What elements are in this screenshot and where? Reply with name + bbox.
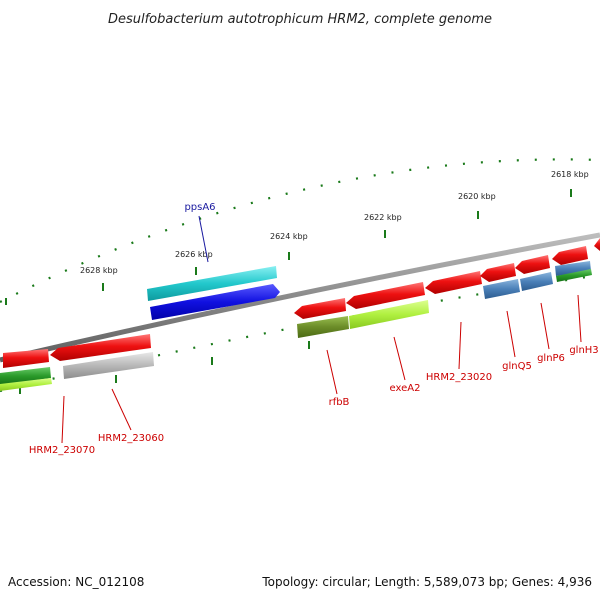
reverse-genes	[3, 238, 600, 368]
leader-rfbB	[326, 349, 338, 395]
gene-label-glnH3[interactable]: glnH3	[569, 345, 598, 356]
gene-HRM2_23070[interactable]	[3, 349, 49, 368]
gene-glnH3-red[interactable]	[552, 246, 588, 265]
gene-ppsA6[interactable]	[147, 266, 277, 301]
gene-label-HRM2_23060[interactable]: HRM2_23060	[98, 433, 164, 444]
leader-glnP6	[540, 302, 550, 350]
accession-text: Accession: NC_012108	[8, 575, 144, 589]
page-title: Desulfobacterium autotrophicum HRM2, com…	[108, 12, 492, 27]
gene-rfbB[interactable]	[297, 316, 349, 338]
leader-glnQ5	[506, 310, 516, 358]
gene-label-HRM2_23070[interactable]: HRM2_23070	[29, 445, 95, 456]
leader-HRM2_23060	[111, 388, 132, 431]
ruler-label: 2622 kbp	[364, 213, 402, 222]
gene-exeA2-red[interactable]	[346, 282, 425, 309]
gene-label-ppsA6[interactable]: ppsA6	[184, 202, 215, 213]
gene-label-HRM2_23020[interactable]: HRM2_23020	[426, 372, 492, 383]
leader-HRM2_23070	[61, 395, 65, 444]
outer-ruler	[0, 158, 600, 305]
ruler-label: 2626 kbp	[175, 250, 213, 259]
gene-glnQ5-red[interactable]	[480, 263, 516, 282]
gene-lime-left[interactable]	[0, 378, 52, 391]
gene-glnP6-red[interactable]	[515, 255, 550, 274]
leader-exeA2	[393, 336, 406, 381]
gene-blue-forward[interactable]	[150, 284, 280, 320]
inner-genes	[0, 261, 592, 391]
gene-label-exeA2[interactable]: exeA2	[390, 383, 421, 394]
gene-rfbB-red[interactable]	[294, 298, 346, 319]
forward-genes-outer	[147, 266, 280, 320]
gene-glnH3-green[interactable]	[556, 269, 592, 282]
ruler-label: 2618 kbp	[551, 170, 589, 179]
topology-text: Topology: circular; Length: 5,589,073 bp…	[261, 575, 592, 589]
leader-HRM2_23020	[458, 321, 462, 370]
leader-lines	[61, 215, 582, 444]
gene-exeA2[interactable]	[349, 300, 429, 329]
gene-label-rfbB[interactable]: rfbB	[329, 397, 350, 408]
ruler-label: 2620 kbp	[458, 192, 496, 201]
gene-label-glnP6[interactable]: glnP6	[537, 353, 565, 364]
gene-HRM2_23060-red[interactable]	[50, 334, 151, 361]
gene-glnP6[interactable]	[520, 272, 553, 291]
ruler-label: 2624 kbp	[270, 232, 308, 241]
leader-ppsA6	[198, 215, 209, 263]
gene-HRM2_23060-grey[interactable]	[63, 352, 154, 379]
gene-green-left[interactable]	[0, 367, 51, 385]
gene-glnQ5[interactable]	[483, 279, 520, 299]
leader-glnH3	[577, 294, 582, 343]
gene-HRM2_23020[interactable]	[425, 271, 482, 294]
gene-edge-red[interactable]	[594, 238, 600, 251]
ruler-label: 2628 kbp	[80, 266, 118, 275]
gene-label-glnQ5[interactable]: glnQ5	[502, 361, 532, 372]
genome-backbone	[0, 232, 600, 363]
